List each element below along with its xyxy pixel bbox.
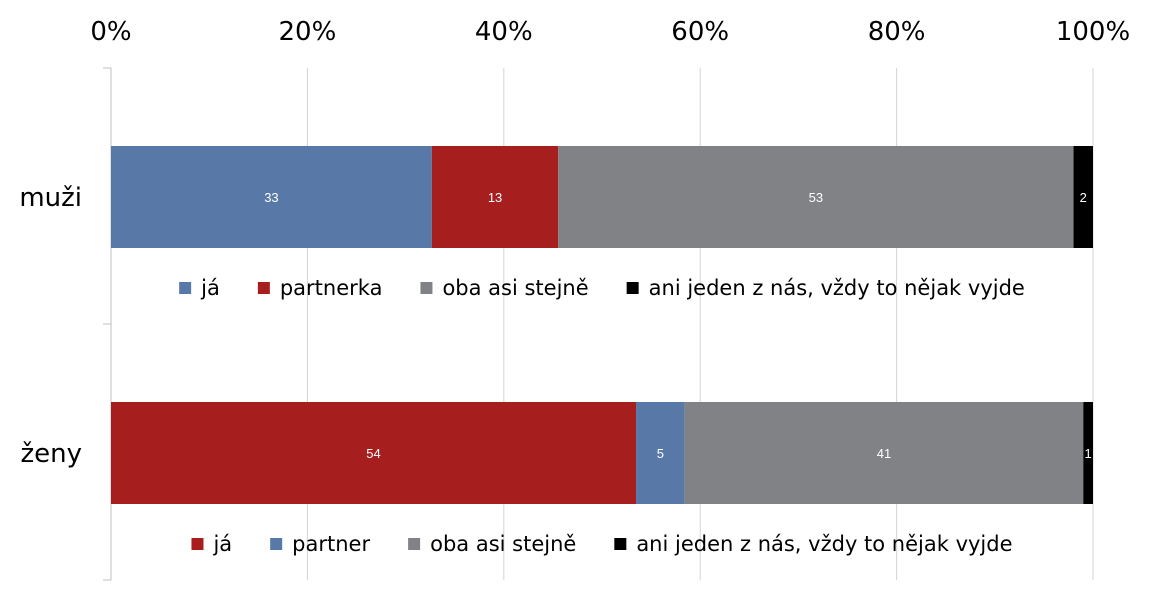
x-tick-label: 40% <box>475 17 533 47</box>
legend-label: oba asi stejně <box>430 532 576 556</box>
legends: já partnerka oba asi stejně ani jeden z nás… <box>179 276 1025 556</box>
data-label: 1 <box>1085 446 1092 461</box>
data-label: 13 <box>488 190 502 205</box>
legend-swatch <box>626 282 639 294</box>
legend-swatch <box>179 282 192 294</box>
legend-label: partnerka <box>280 276 383 300</box>
bar-segment <box>684 402 1084 504</box>
data-label: 5 <box>657 446 664 461</box>
x-tick-label: 20% <box>279 17 337 47</box>
legend-swatch <box>420 282 433 294</box>
legend: já partnerka oba asi stejně ani jeden z nás… <box>179 276 1025 300</box>
data-label: 53 <box>809 190 823 205</box>
axis <box>103 67 112 581</box>
x-tick-label: 60% <box>671 17 729 47</box>
legend-swatch <box>270 538 283 550</box>
x-tick-label: 80% <box>868 17 926 47</box>
legend-swatch <box>408 538 421 550</box>
legend-label: já <box>212 532 232 556</box>
bar-segment <box>1083 402 1093 504</box>
bars: 33 13 53 2 54 5 41 1 <box>111 146 1093 504</box>
legend-swatch <box>257 282 270 294</box>
legend-label: ani jeden z nás, vždy to nějak vyjde <box>649 276 1025 300</box>
legend-swatch <box>191 538 204 550</box>
x-tick-label: 100% <box>1056 17 1130 47</box>
data-label: 2 <box>1080 190 1087 205</box>
bar-segment <box>558 146 1074 248</box>
bar-segment <box>636 402 685 504</box>
legend-label: ani jeden z nás, vždy to nějak vyjde <box>636 532 1012 556</box>
category-label: ženy <box>20 439 82 469</box>
data-label: 33 <box>264 190 278 205</box>
bar-segment <box>1073 146 1093 248</box>
category-label: muži <box>19 183 82 213</box>
x-tick-label: 0% <box>90 17 131 47</box>
category-labels: muži ženy <box>19 183 82 469</box>
legend-label: oba asi stejně <box>442 276 588 300</box>
data-label: 54 <box>366 446 380 461</box>
legend-swatch <box>614 538 627 550</box>
x-tick-labels: 0% 20% 40% 60% 80% 100% <box>90 17 1130 47</box>
legend-label: já <box>200 276 220 300</box>
legend-label: partner <box>292 532 370 556</box>
bar-segment <box>111 402 637 504</box>
data-label: 41 <box>877 446 891 461</box>
bar-segment <box>431 146 559 248</box>
bar-segment <box>111 146 432 248</box>
legend: já partner oba asi stejně ani jeden z nás, … <box>191 532 1013 556</box>
